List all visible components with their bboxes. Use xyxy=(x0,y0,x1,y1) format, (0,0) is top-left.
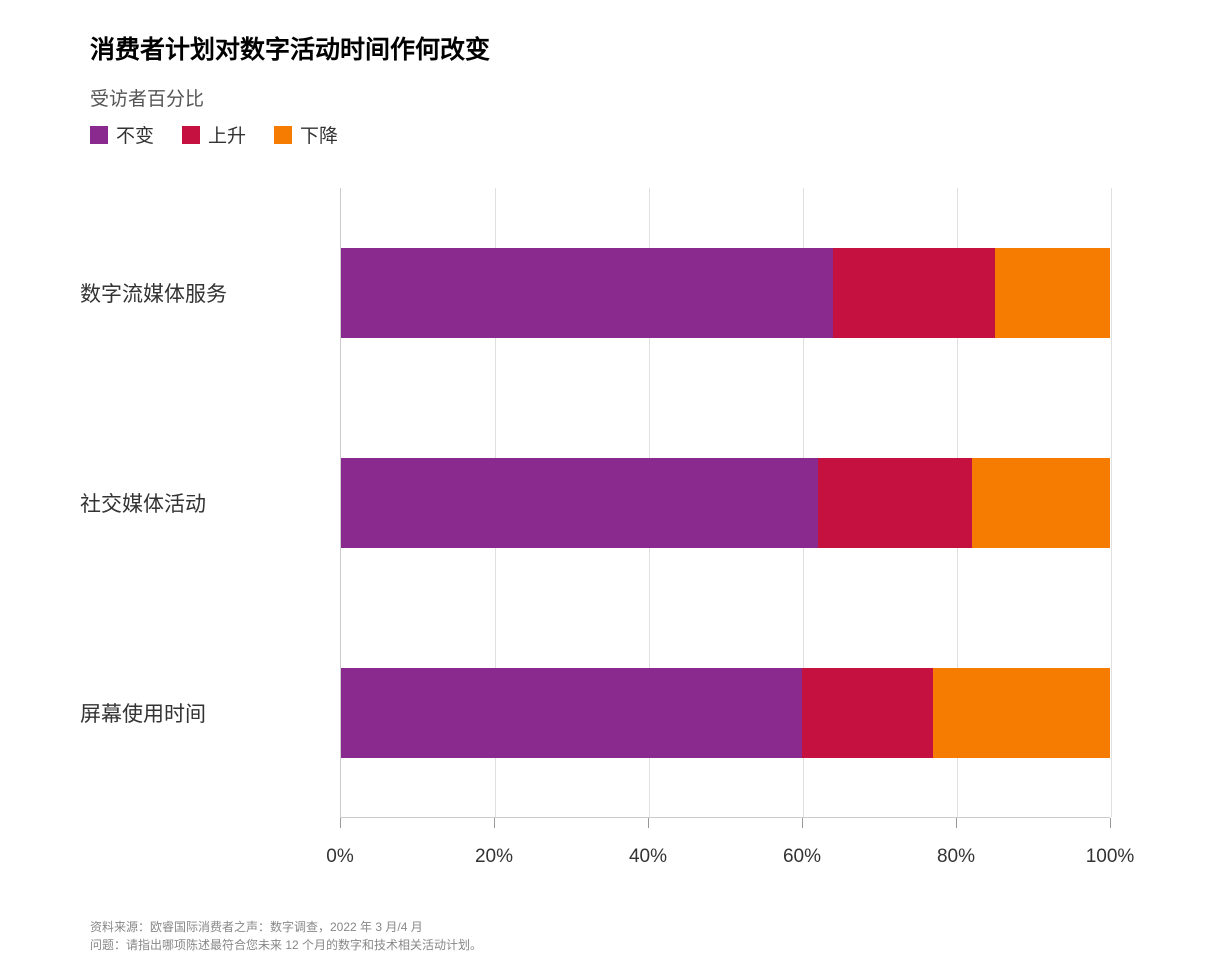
bar-row: 屏幕使用时间 xyxy=(341,668,1110,758)
x-axis: 0%20%40%60%80%100% xyxy=(340,818,1110,878)
legend-swatch xyxy=(90,126,108,144)
stacked-bar xyxy=(341,668,1110,758)
x-tick-label: 0% xyxy=(326,846,353,868)
legend-item-increase: 上升 xyxy=(182,121,246,148)
bar-segment xyxy=(341,458,818,548)
bar-segment xyxy=(341,248,833,338)
plot-area: 数字流媒体服务社交媒体活动屏幕使用时间 xyxy=(340,188,1110,818)
chart: 数字流媒体服务社交媒体活动屏幕使用时间 0%20%40%60%80%100% xyxy=(80,188,1120,878)
x-tick-label: 80% xyxy=(937,846,975,868)
legend-item-decrease: 下降 xyxy=(274,121,338,148)
category-label: 屏幕使用时间 xyxy=(80,698,320,728)
stacked-bar xyxy=(341,458,1110,548)
x-tick xyxy=(340,818,341,828)
footnote: 资料来源：欧睿国际消费者之声：数字调查，2022 年 3 月/4 月 问题：请指… xyxy=(90,918,1182,954)
legend-item-unchanged: 不变 xyxy=(90,121,154,148)
grid-line xyxy=(1111,188,1112,817)
chart-page: 消费者计划对数字活动时间作何改变 受访者百分比 不变 上升 下降 数字流媒体服务… xyxy=(0,0,1232,974)
chart-title: 消费者计划对数字活动时间作何改变 xyxy=(90,30,1182,66)
x-tick xyxy=(494,818,495,828)
category-label: 社交媒体活动 xyxy=(80,488,320,518)
bar-row: 数字流媒体服务 xyxy=(341,248,1110,338)
legend-label: 不变 xyxy=(116,121,154,148)
legend: 不变 上升 下降 xyxy=(90,121,1182,148)
stacked-bar xyxy=(341,248,1110,338)
bar-segment xyxy=(818,458,972,548)
bar-segment xyxy=(802,668,933,758)
x-tick-label: 20% xyxy=(475,846,513,868)
bar-row: 社交媒体活动 xyxy=(341,458,1110,548)
bar-segment xyxy=(972,458,1110,548)
footnote-line: 问题：请指出哪项陈述最符合您未来 12 个月的数字和技术相关活动计划。 xyxy=(90,936,1182,954)
bar-segment xyxy=(933,668,1110,758)
bar-segment xyxy=(833,248,994,338)
x-tick xyxy=(802,818,803,828)
legend-label: 下降 xyxy=(300,121,338,148)
legend-swatch xyxy=(182,126,200,144)
x-tick-label: 60% xyxy=(783,846,821,868)
category-label: 数字流媒体服务 xyxy=(80,278,320,308)
footnote-line: 资料来源：欧睿国际消费者之声：数字调查，2022 年 3 月/4 月 xyxy=(90,918,1182,936)
x-tick-label: 40% xyxy=(629,846,667,868)
legend-label: 上升 xyxy=(208,121,246,148)
chart-subtitle: 受访者百分比 xyxy=(90,84,1182,111)
x-tick-label: 100% xyxy=(1086,846,1135,868)
x-tick xyxy=(1110,818,1111,828)
x-tick xyxy=(956,818,957,828)
bar-segment xyxy=(341,668,802,758)
x-tick xyxy=(648,818,649,828)
bar-segment xyxy=(995,248,1110,338)
legend-swatch xyxy=(274,126,292,144)
